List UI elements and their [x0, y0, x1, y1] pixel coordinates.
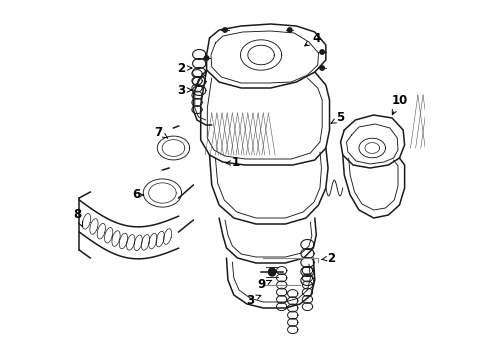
Text: 3: 3 [177, 84, 191, 96]
Circle shape [319, 66, 324, 70]
Text: 3: 3 [245, 293, 260, 306]
Text: 2: 2 [177, 62, 191, 75]
Circle shape [287, 28, 291, 32]
Text: 6: 6 [132, 189, 143, 202]
Text: 5: 5 [330, 112, 344, 125]
Text: 10: 10 [390, 94, 407, 114]
Text: 9: 9 [257, 279, 271, 292]
Text: 2: 2 [321, 252, 334, 265]
Ellipse shape [268, 268, 275, 276]
Text: 1: 1 [225, 157, 240, 170]
Text: 7: 7 [154, 126, 167, 139]
Text: 8: 8 [74, 208, 82, 227]
Circle shape [204, 56, 208, 60]
Circle shape [319, 50, 324, 54]
Text: 4: 4 [304, 31, 320, 46]
Circle shape [223, 28, 227, 32]
